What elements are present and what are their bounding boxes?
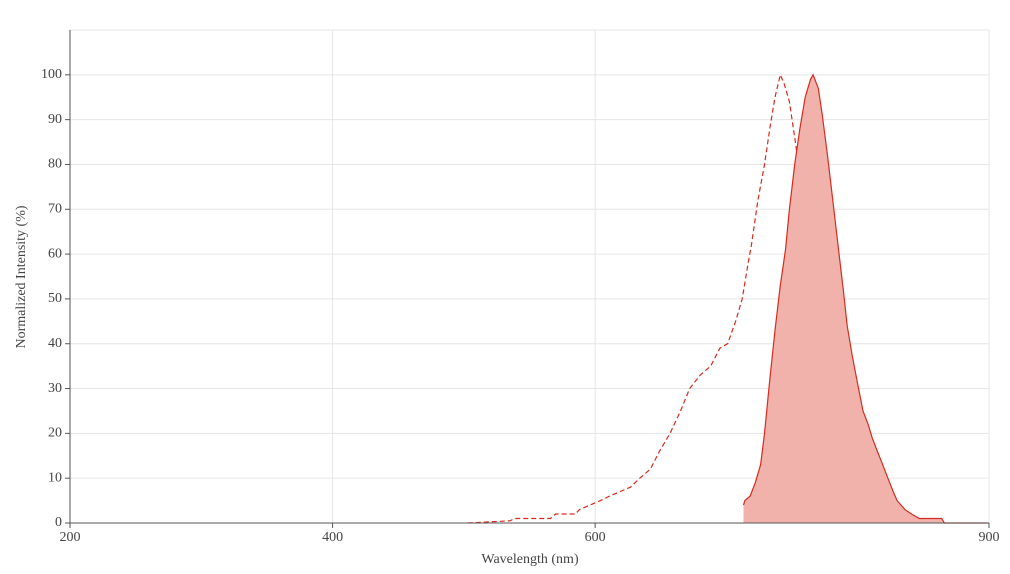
x-tick-label: 200 (60, 530, 81, 545)
x-axis-label: Wavelength (nm) (481, 552, 579, 567)
y-tick-label: 10 (48, 470, 62, 485)
line (742, 73, 988, 524)
y-tick-label: 40 (48, 336, 62, 351)
y-tick-label: 80 (48, 157, 62, 172)
y-tick-label: 30 (48, 381, 62, 396)
area (743, 74, 988, 524)
y-tick-label: 50 (48, 291, 62, 306)
x-tick-label: 400 (322, 530, 343, 545)
y-axis-label: Normalized Intensity (%) (14, 205, 29, 348)
y-tick-label: 90 (48, 112, 62, 127)
y-tick-label: 60 (48, 246, 62, 261)
y-tick-label: 100 (41, 67, 62, 82)
y-tick-label: 70 (48, 201, 62, 216)
y-tick-label: 0 (55, 515, 62, 530)
x-tick-label: 900 (979, 530, 1000, 545)
x-tick-label: 600 (585, 530, 606, 545)
y-tick-label: 20 (48, 426, 62, 441)
